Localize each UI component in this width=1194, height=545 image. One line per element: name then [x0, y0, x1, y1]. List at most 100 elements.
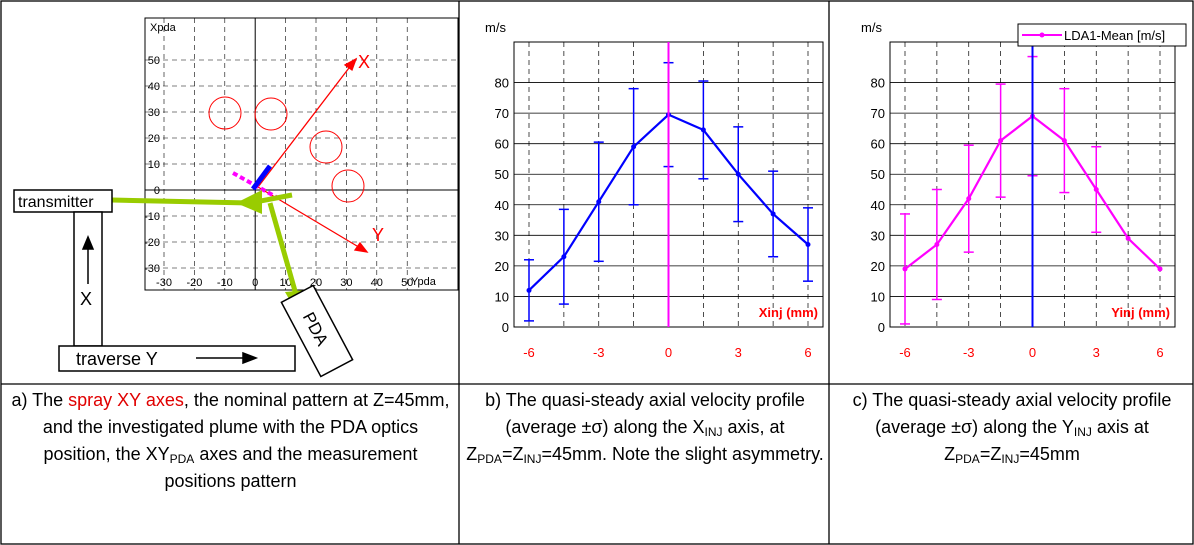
chart-x-tick-label: 6 [1156, 345, 1163, 360]
measurement-circle [309, 130, 343, 164]
chart-c: 0 10 20 30 40 50 60 70 80 -6 -3 0 3 6 m/s Yinj (mm) LDA1… [861, 20, 1187, 360]
chart-x-tick-label: 3 [735, 345, 742, 360]
data-point [735, 171, 741, 177]
caption-c-4: =45mm [1019, 444, 1080, 464]
data-point [770, 211, 776, 217]
data-point [631, 144, 637, 150]
chart-y-tick-label: 40 [495, 198, 509, 213]
caption-a-post: , the nominal pattern at Z=45mm, and the… [42, 390, 450, 464]
caption-c-3: =Z [979, 444, 1002, 464]
caption-a-sub: PDA [169, 452, 195, 466]
measurement-circle [208, 96, 242, 130]
diagram-x-axis-label: Ypda [411, 276, 437, 288]
chart-y-tick-label: 60 [871, 137, 885, 152]
data-point [1061, 138, 1067, 144]
caption-c-1: c) The quasi-steady axial velocity profi… [852, 390, 1172, 437]
diagram-y-tick-label: 20 [148, 133, 160, 145]
chart-y-tick-label: 10 [871, 289, 885, 304]
traverse-x-arrow [81, 235, 95, 284]
caption-c-sub2: PDA [955, 452, 980, 466]
spray-y-label: Y [372, 225, 384, 245]
spray-x-label: X [358, 52, 370, 72]
data-point [1093, 187, 1099, 192]
chart-y-tick-label: 80 [871, 76, 885, 91]
chart-x-tick-label: -3 [963, 345, 975, 360]
diagram-grid [145, 18, 458, 290]
traverse-y-arrow [196, 351, 259, 365]
pda-optics: PDA [280, 284, 354, 378]
diagram-y-tick-label: -10 [144, 211, 160, 223]
diagram-y-tick-label: 50 [148, 55, 160, 67]
diagram-x-tick-label: -30 [156, 277, 172, 289]
diagram-x-tick-label: 40 [371, 277, 383, 289]
measurement-circle [254, 97, 288, 131]
chart-x-tick-label: -6 [523, 345, 535, 360]
diagram-plot-box [144, 17, 459, 291]
diagram-y-tick-label: 0 [154, 185, 160, 197]
caption-b-sub3: INJ [523, 452, 542, 466]
chart-y-tick-label: 60 [495, 137, 509, 152]
chart-y-tick-label: 30 [495, 228, 509, 243]
data-point [902, 266, 908, 272]
chart-y-tick-label: 70 [495, 106, 509, 121]
caption-b-sub1: INJ [704, 425, 723, 439]
chart-x-tick-label: -6 [899, 345, 911, 360]
chart-y-tick-label: 80 [495, 76, 509, 91]
caption-c-2: axis at Z [944, 417, 1149, 464]
diagram-y-tick-label: 40 [148, 81, 160, 93]
caption-b-3: =Z [501, 444, 524, 464]
traverse-x-label: X [80, 289, 92, 309]
legend-marker [1039, 32, 1045, 38]
data-point [966, 196, 972, 202]
chart-x-axis-label: Xinj (mm) [759, 305, 818, 320]
data-point [1157, 266, 1163, 272]
chart-x-tick-label: 3 [1093, 345, 1100, 360]
caption-c: c) The quasi-steady axial velocity profi… [832, 385, 1192, 543]
chart-x-tick-label: -3 [593, 345, 605, 360]
diagram-x-tick-label: 0 [252, 277, 258, 289]
measurement-circle [331, 169, 365, 203]
caption-b-1: b) The quasi-steady axial velocity profi… [485, 390, 805, 437]
caption-c-sub3: INJ [1001, 452, 1020, 466]
caption-b: b) The quasi-steady axial velocity profi… [462, 385, 828, 543]
diagram-x-tick-label: 10 [279, 277, 291, 289]
chart-x-tick-label: 0 [1029, 345, 1036, 360]
diagram-y-tick-labels: 50 40 30 20 10 0 -10 -20 -30 [144, 55, 160, 275]
caption-b-4: =45mm. Note the slight asymmetry. [541, 444, 824, 464]
chart-y-tick-label: 30 [871, 228, 885, 243]
caption-a-red: spray XY axes [68, 390, 184, 410]
data-point [1125, 235, 1131, 241]
diagram-y-tick-label: 10 [148, 159, 160, 171]
traverse-y-label: traverse Y [76, 349, 158, 369]
chart-x-tick-label: 6 [804, 345, 811, 360]
chart-y-tick-label: 0 [502, 320, 509, 335]
chart-y-tick-label: 0 [878, 320, 885, 335]
caption-b-2: axis, at Z [466, 417, 785, 464]
data-point [561, 254, 567, 260]
pda-box [280, 284, 354, 378]
diagram-y-tick-label: 30 [148, 107, 160, 119]
diagram-x-tick-labels: -30 -20 -10 0 10 20 30 40 50 [156, 277, 413, 289]
legend-box [1017, 23, 1187, 47]
chart-y-tick-label: 70 [871, 106, 885, 121]
chart-b: 0 10 20 30 40 50 60 70 80 -6 -3 0 3 6 m/s Xinj (mm) [485, 20, 824, 360]
caption-a-end: axes and the measurement positions patte… [164, 444, 418, 491]
transmitter-box [13, 189, 113, 213]
diagram-x-tick-label: -20 [186, 277, 202, 289]
legend-label: LDA1-Mean [m/s] [1064, 28, 1165, 43]
chart-y-tick-label: 20 [871, 259, 885, 274]
data-point [700, 127, 706, 133]
chart-y-axis-label: m/s [861, 20, 882, 35]
diagram-y-tick-label: -20 [144, 237, 160, 249]
caption-b-sub2: PDA [477, 452, 502, 466]
diagram-x-tick-label: -10 [217, 277, 233, 289]
data-point [934, 242, 940, 247]
caption-c-sub1: INJ [1073, 425, 1092, 439]
transmitter-label: transmitter [18, 194, 94, 211]
caption-a-pre: a) The [11, 390, 69, 410]
diagram-x-tick-label: 50 [401, 277, 413, 289]
chart-y-tick-label: 20 [495, 259, 509, 274]
spray-x-axis-arrow [257, 57, 358, 188]
chart-x-axis-label: Yinj (mm) [1111, 305, 1170, 320]
data-point [998, 138, 1004, 144]
